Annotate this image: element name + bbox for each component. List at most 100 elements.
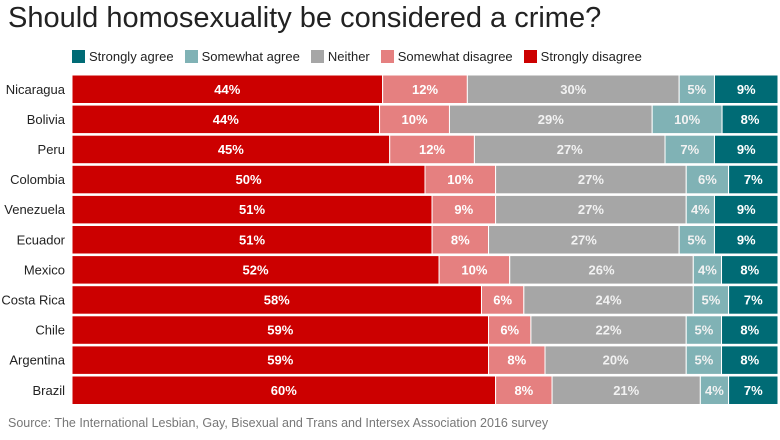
legend: Strongly agree Somewhat agree Neither Somew… <box>72 48 653 64</box>
data-label-chile-neither: 22% <box>596 323 622 338</box>
country-label-costa-rica: Costa Rica <box>1 292 65 307</box>
bar-segment-brazil-strongly-agree <box>728 375 779 405</box>
source-note: Source: The International Lesbian, Gay, … <box>8 416 549 430</box>
data-label-ecuador-strongly-agree: 9% <box>737 232 756 247</box>
data-label-chile-somewhat-disagree: 6% <box>500 323 519 338</box>
bar-segment-colombia-somewhat-disagree <box>424 164 497 195</box>
bar-segment-mexico-strongly-agree <box>721 255 779 285</box>
data-label-ecuador-neither: 27% <box>571 232 597 247</box>
legend-item-somewhat-agree: Somewhat agree <box>184 48 300 64</box>
data-label-costa-rica-strongly-agree: 7% <box>744 292 763 307</box>
legend-label: Somewhat disagree <box>397 48 513 64</box>
data-label-chile-strongly-agree: 8% <box>740 323 759 338</box>
legend-swatch <box>310 49 324 63</box>
bar-segment-venezuela-neither <box>495 194 687 225</box>
bar-segment-nicaragua-neither <box>466 74 680 104</box>
bar-segment-bolivia-somewhat-agree <box>651 104 723 135</box>
data-label-mexico-neither: 26% <box>588 262 614 277</box>
legend-swatch <box>523 49 537 63</box>
data-label-brazil-strongly-agree: 7% <box>744 383 763 398</box>
bar-segment-mexico-strongly-disagree <box>71 255 440 285</box>
bar-segment-venezuela-somewhat-agree <box>685 194 715 225</box>
data-label-colombia-strongly-disagree: 50% <box>235 172 261 187</box>
data-label-colombia-neither: 27% <box>578 172 604 187</box>
data-label-brazil-somewhat-disagree: 8% <box>514 383 533 398</box>
data-label-mexico-somewhat-agree: 4% <box>698 262 717 277</box>
data-label-bolivia-neither: 29% <box>538 112 564 127</box>
legend-label: Somewhat agree <box>201 48 300 64</box>
data-label-mexico-somewhat-disagree: 10% <box>461 262 487 277</box>
country-label-nicaragua: Nicaragua <box>6 82 66 97</box>
bar-segment-peru-somewhat-disagree <box>389 134 475 165</box>
data-label-bolivia-strongly-agree: 8% <box>741 112 760 127</box>
country-label-argentina: Argentina <box>9 353 65 368</box>
bar-segment-argentina-strongly-agree <box>721 345 779 375</box>
bar-segment-venezuela-strongly-agree <box>713 194 779 225</box>
legend-label: Strongly disagree <box>540 48 642 64</box>
data-label-colombia-strongly-agree: 7% <box>744 172 763 187</box>
data-label-costa-rica-somewhat-disagree: 6% <box>493 292 512 307</box>
country-label-bolivia: Bolivia <box>27 112 66 127</box>
bar-segment-venezuela-somewhat-disagree <box>431 194 497 225</box>
data-label-nicaragua-neither: 30% <box>560 82 586 97</box>
bar-segment-argentina-strongly-disagree <box>71 345 490 375</box>
data-label-nicaragua-somewhat-disagree: 12% <box>412 82 438 97</box>
bar-segment-colombia-somewhat-agree <box>685 164 730 195</box>
bar-segment-argentina-neither <box>544 345 687 375</box>
data-label-argentina-strongly-agree: 8% <box>740 353 759 368</box>
bar-segment-costa-rica-somewhat-disagree <box>480 285 525 315</box>
bar-segment-chile-strongly-disagree <box>71 315 490 345</box>
country-label-peru: Peru <box>38 142 65 157</box>
legend-label: Neither <box>327 48 370 64</box>
bar-segment-chile-somewhat-agree <box>685 315 723 345</box>
data-label-peru-strongly-agree: 9% <box>737 142 756 157</box>
bar-segment-peru-neither <box>473 134 666 165</box>
data-label-bolivia-strongly-disagree: 44% <box>213 112 239 127</box>
country-label-ecuador: Ecuador <box>17 232 66 247</box>
data-label-costa-rica-strongly-disagree: 58% <box>264 292 290 307</box>
legend-item-somewhat-disagree: Somewhat disagree <box>380 48 513 64</box>
data-label-peru-strongly-disagree: 45% <box>218 142 244 157</box>
bar-segment-argentina-somewhat-disagree <box>488 345 546 375</box>
bar-segment-nicaragua-somewhat-disagree <box>382 74 468 104</box>
legend-swatch <box>380 49 394 63</box>
bar-segment-venezuela-strongly-disagree <box>71 194 433 225</box>
legend-swatch <box>184 49 198 63</box>
bar-segment-nicaragua-somewhat-agree <box>678 74 715 104</box>
bar-segment-mexico-somewhat-disagree <box>438 255 511 285</box>
bar-segment-colombia-neither <box>495 164 687 195</box>
country-label-venezuela: Venezuela <box>4 202 65 217</box>
bar-segment-argentina-somewhat-agree <box>685 345 723 375</box>
bar-segment-mexico-somewhat-agree <box>692 255 723 285</box>
bar-segment-peru-somewhat-agree <box>664 134 715 165</box>
data-label-venezuela-somewhat-disagree: 9% <box>454 202 473 217</box>
data-label-nicaragua-strongly-agree: 9% <box>737 82 756 97</box>
chart-title: Should homosexuality be considered a cri… <box>8 2 602 34</box>
bar-segment-ecuador-somewhat-disagree <box>431 225 490 255</box>
bar-segment-bolivia-somewhat-disagree <box>379 104 450 135</box>
legend-item-strongly-agree: Strongly agree <box>72 49 174 64</box>
bar-segment-mexico-neither <box>509 255 694 285</box>
legend-item-strongly-disagree: Strongly disagree <box>523 48 642 64</box>
data-label-ecuador-somewhat-agree: 5% <box>687 232 706 247</box>
bar-segment-costa-rica-strongly-agree <box>728 285 779 315</box>
data-label-costa-rica-neither: 24% <box>596 292 622 307</box>
country-label-colombia: Colombia <box>10 172 66 187</box>
bar-segment-chile-strongly-agree <box>721 315 779 345</box>
data-label-argentina-neither: 20% <box>603 353 629 368</box>
legend-label: Strongly agree <box>89 48 174 64</box>
bar-segment-costa-rica-neither <box>523 285 694 315</box>
bar-segment-chile-somewhat-disagree <box>488 315 532 345</box>
bar-segment-bolivia-neither <box>448 104 653 135</box>
data-label-peru-somewhat-disagree: 12% <box>419 142 445 157</box>
data-label-peru-somewhat-agree: 7% <box>680 142 699 157</box>
data-label-brazil-strongly-disagree: 60% <box>271 383 297 398</box>
data-label-chile-somewhat-agree: 5% <box>694 323 713 338</box>
data-label-peru-neither: 27% <box>557 142 583 157</box>
data-label-brazil-somewhat-agree: 4% <box>705 383 724 398</box>
data-label-argentina-somewhat-agree: 5% <box>694 353 713 368</box>
data-label-colombia-somewhat-disagree: 10% <box>447 172 473 187</box>
bar-segment-nicaragua-strongly-agree <box>713 74 779 104</box>
bar-segment-colombia-strongly-disagree <box>71 164 426 195</box>
bar-segment-brazil-neither <box>551 375 701 405</box>
